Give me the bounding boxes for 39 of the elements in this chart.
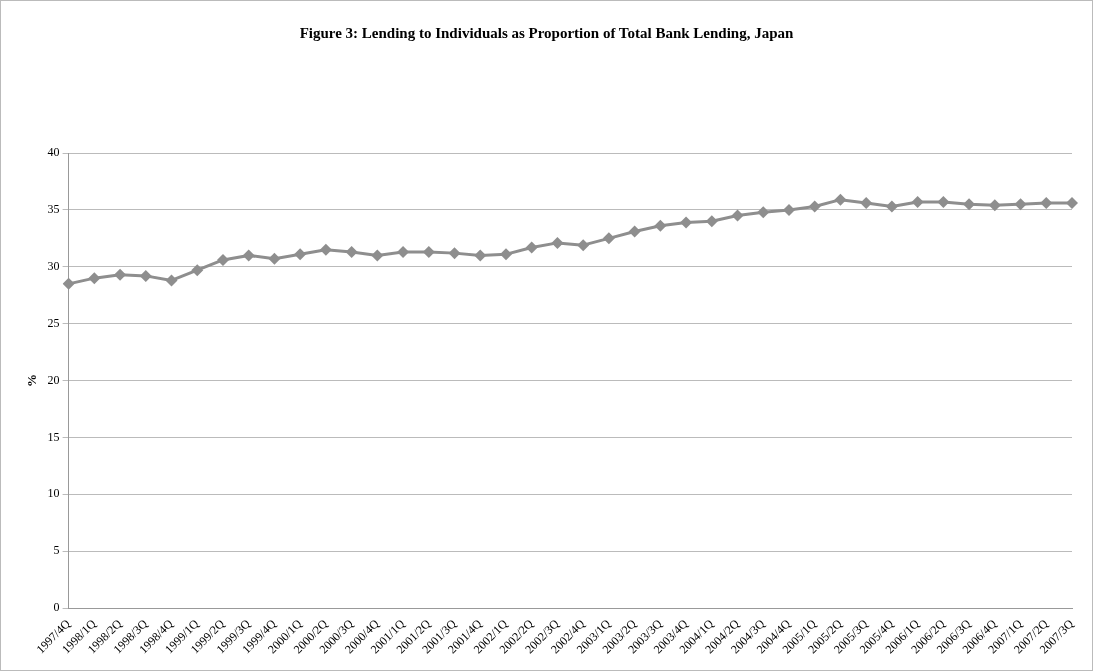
point <box>242 249 255 262</box>
y-tick-label: 35 <box>47 202 60 217</box>
point <box>628 225 641 238</box>
point <box>319 243 332 256</box>
point <box>448 247 461 260</box>
point <box>371 249 384 262</box>
point <box>191 264 204 277</box>
point <box>860 197 873 210</box>
point <box>654 219 667 232</box>
y-tick-label: 25 <box>47 315 60 330</box>
point <box>602 232 615 245</box>
point <box>808 200 821 213</box>
point <box>88 272 101 285</box>
point <box>165 274 178 287</box>
y-tick-label: 10 <box>47 486 60 501</box>
y-tick-label: 40 <box>47 145 60 160</box>
y-axis-title: % <box>24 374 40 388</box>
point <box>268 252 281 265</box>
point <box>937 195 950 208</box>
point <box>731 209 744 222</box>
point <box>525 241 538 254</box>
point <box>294 248 307 261</box>
point <box>885 200 898 213</box>
y-tick-label: 5 <box>53 543 60 558</box>
point <box>1066 197 1078 210</box>
point <box>757 206 770 219</box>
point <box>345 245 358 258</box>
point <box>911 195 924 208</box>
y-tick-label: 15 <box>47 429 60 444</box>
point <box>577 239 590 252</box>
chart-title: Figure 3: Lending to Individuals as Proportion of Total Bank Lending, Japan <box>299 24 795 41</box>
point <box>474 249 487 262</box>
point <box>551 236 564 249</box>
point <box>62 277 75 290</box>
y-tick-label: 20 <box>47 372 60 387</box>
point <box>834 193 847 206</box>
point <box>216 253 229 266</box>
y-tick-label: 0 <box>53 600 60 615</box>
y-tick-label: 30 <box>47 258 60 273</box>
